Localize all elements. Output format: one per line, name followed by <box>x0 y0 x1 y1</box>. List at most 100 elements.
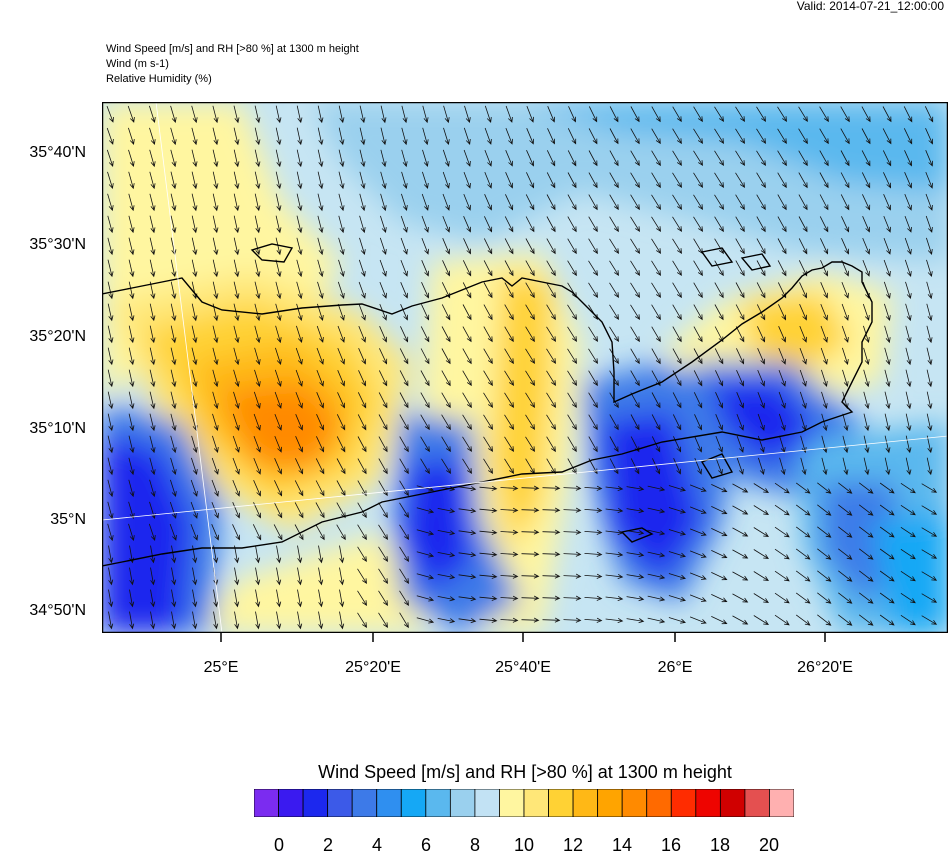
wind-arrow <box>317 215 324 234</box>
wind-arrow <box>651 304 661 321</box>
wind-arrow <box>462 370 472 387</box>
wind-arrow <box>318 611 324 630</box>
wind-arrow <box>170 259 177 278</box>
wind-arrow <box>458 486 477 492</box>
wind-arrow <box>190 523 198 541</box>
wind-arrow <box>107 281 114 300</box>
wind-arrow <box>212 435 219 453</box>
wind-arrow <box>479 485 498 491</box>
wind-arrow <box>840 106 850 123</box>
wind-arrow <box>275 281 282 300</box>
wind-arrow <box>715 370 724 387</box>
colorbar-box <box>744 789 770 817</box>
wind-arrow <box>689 528 707 536</box>
wind-arrow <box>926 391 933 410</box>
wind-arrow <box>753 527 769 537</box>
wind-arrow <box>399 480 409 497</box>
wind-arrow <box>273 524 283 541</box>
wind-arrow <box>757 348 765 365</box>
wind-arrow <box>840 128 850 145</box>
wind-arrow <box>732 505 749 515</box>
wind-arrow <box>273 502 283 519</box>
wind-arrow <box>546 304 556 321</box>
wind-arrow <box>778 369 786 387</box>
wind-arrow <box>819 128 829 145</box>
wind-arrow <box>357 568 367 584</box>
wind-arrow <box>563 573 582 579</box>
wind-arrow <box>233 127 240 146</box>
wind-arrow <box>421 282 429 299</box>
wind-arrow <box>399 546 409 562</box>
wind-arrow <box>588 128 598 145</box>
wind-arrow <box>336 414 346 431</box>
wind-arrow <box>777 172 787 189</box>
wind-arrow <box>525 260 535 277</box>
wind-arrow <box>546 282 556 299</box>
wind-arrow <box>651 260 661 276</box>
wind-arrow <box>795 614 811 626</box>
wind-arrow <box>170 127 177 146</box>
wind-arrow <box>563 595 582 601</box>
wind-arrow <box>525 326 535 343</box>
wind-arrow <box>563 507 582 513</box>
wind-arrow <box>651 326 661 343</box>
wind-arrow <box>170 303 177 322</box>
wind-arrow <box>337 370 345 387</box>
wind-arrow <box>149 457 156 476</box>
wind-arrow <box>190 501 198 519</box>
wind-arrow <box>463 238 471 255</box>
wind-arrow <box>253 480 261 497</box>
wind-arrow <box>462 392 472 409</box>
wind-arrow <box>315 480 325 497</box>
wind-arrow <box>821 369 828 387</box>
wind-arrow <box>400 215 408 233</box>
wind-arrow <box>462 458 472 474</box>
wind-arrow <box>626 596 645 602</box>
wind-arrow <box>441 348 451 365</box>
wind-arrow <box>525 238 535 255</box>
wind-arrow <box>626 486 645 492</box>
wind-arrow <box>651 348 661 365</box>
wind-arrow <box>441 326 451 343</box>
wind-arrow <box>316 392 324 409</box>
wind-arrow <box>605 551 624 557</box>
wind-arrow <box>863 413 870 432</box>
wind-arrow <box>795 526 811 538</box>
wind-arrow <box>567 436 577 453</box>
wind-arrow <box>504 326 514 343</box>
wind-arrow <box>672 392 682 409</box>
wind-arrow <box>903 128 913 145</box>
wind-arrow <box>483 348 493 365</box>
wind-arrow <box>357 480 367 497</box>
wind-arrow <box>882 150 892 167</box>
wind-arrow <box>106 127 114 145</box>
wind-arrow <box>609 348 619 365</box>
wind-arrow <box>542 617 561 623</box>
wind-arrow <box>711 550 728 559</box>
colorbar-box <box>597 789 623 817</box>
wind-arrow <box>647 551 666 558</box>
wind-arrow <box>233 259 240 278</box>
wind-arrow <box>858 570 874 582</box>
wind-arrow <box>317 149 324 168</box>
wind-arrow <box>841 238 849 255</box>
wind-arrow <box>863 369 870 388</box>
wind-arrow <box>842 413 849 432</box>
wind-arrow <box>838 592 853 604</box>
wind-arrow <box>254 149 261 168</box>
wind-arrow <box>317 193 324 212</box>
wind-arrow <box>647 617 666 624</box>
wind-arrow <box>294 480 304 497</box>
wind-arrow <box>484 105 492 123</box>
wind-arrow <box>647 529 666 536</box>
wind-arrow <box>861 128 871 145</box>
colorbar-box <box>695 789 721 817</box>
wind-arrow <box>422 127 429 146</box>
wind-arrow <box>296 193 303 212</box>
wind-arrow <box>921 505 938 515</box>
wind-arrow <box>521 573 540 579</box>
wind-arrow <box>693 282 703 299</box>
wind-arrow <box>296 303 303 321</box>
wind-arrow <box>774 482 790 494</box>
wind-arrow <box>567 304 577 320</box>
